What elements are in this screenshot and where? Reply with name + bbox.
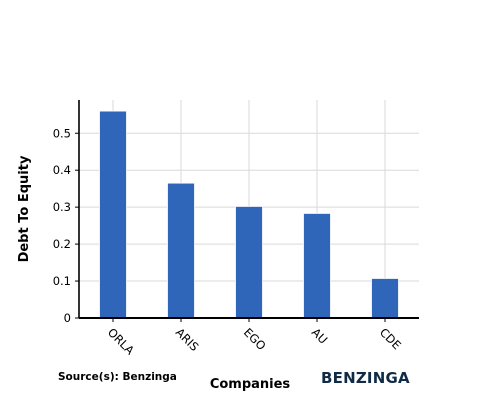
bar-aris xyxy=(167,182,195,319)
y-tick-label: 0.2 xyxy=(53,237,71,251)
x-tick-label: CDE xyxy=(377,325,404,352)
bar-ego xyxy=(235,206,263,319)
x-tick-label: AU xyxy=(309,325,330,346)
x-axis-title: Companies xyxy=(210,377,291,392)
bar-cde xyxy=(371,278,399,319)
x-tick-label: ARIS xyxy=(173,325,202,354)
y-tick-label: 0.4 xyxy=(53,163,71,177)
benzinga-logo: BENZINGA xyxy=(321,369,410,387)
y-axis-title: Debt To Equity xyxy=(17,155,32,262)
source-note: Source(s): Benzinga xyxy=(58,371,177,383)
y-tick-label: 0.1 xyxy=(53,274,71,288)
x-tick-label: ORLA xyxy=(105,325,137,357)
y-tick-label: 0.3 xyxy=(53,200,71,214)
x-ticks: ORLA ARIS EGO AU CDE xyxy=(105,318,404,358)
y-tick-label: 0.5 xyxy=(53,126,71,140)
y-tick-label: 0 xyxy=(64,311,71,325)
bar-au xyxy=(303,213,331,319)
x-tick-label: EGO xyxy=(241,325,269,353)
y-ticks: 0 0.1 0.2 0.3 0.4 0.5 xyxy=(53,126,79,325)
bar-orla xyxy=(99,110,127,319)
